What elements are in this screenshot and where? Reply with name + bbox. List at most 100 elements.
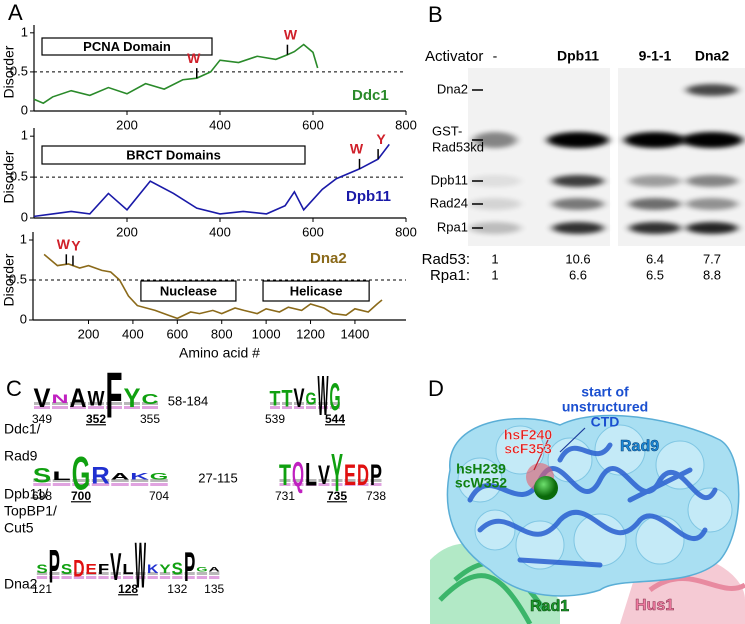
ctd-label: CTD: [591, 414, 620, 430]
logo-minor: [72, 483, 90, 486]
logo-minor: [292, 479, 304, 482]
logo-minor: [184, 576, 195, 579]
position-label: 355: [140, 412, 160, 426]
logo-letter: W: [135, 528, 146, 601]
disorder-line: [43, 253, 383, 320]
logo-minor: [344, 483, 356, 486]
series-label: Dpb11: [346, 188, 391, 205]
logo-letter: G: [196, 568, 208, 574]
quant-value: 8.8: [703, 267, 721, 282]
lane-label: 9-1-1: [639, 48, 672, 64]
logo-minor: [33, 483, 51, 486]
x-tick-label: 600: [166, 326, 188, 341]
gel-band: [473, 132, 517, 148]
x-tick-label: 400: [209, 224, 231, 239]
rad1-label: Rad1: [530, 598, 569, 615]
domain-box: [262, 280, 370, 302]
logo-row-label: Dpb11/: [4, 486, 48, 502]
quant-value: 6.5: [646, 267, 664, 282]
logo-minor: [184, 572, 195, 575]
logo-minor: [70, 402, 86, 405]
quant-value: 6.4: [646, 251, 664, 266]
position-label: 735: [327, 489, 347, 503]
x-tick-label: 1200: [296, 326, 325, 341]
logo-minor: [110, 572, 121, 575]
logo-minor: [370, 483, 382, 486]
logo-row-label: Cut5: [4, 520, 34, 536]
logo-minor: [49, 576, 60, 579]
hus1-label: Hus1: [635, 597, 674, 614]
gel-band: [469, 175, 521, 187]
logo-letter: W: [318, 364, 329, 427]
residue-label-green: scW352: [455, 475, 507, 491]
logo-letter: P: [49, 541, 60, 594]
logo-letter: A: [70, 383, 87, 413]
quant-value: 1: [491, 267, 498, 282]
position-label: 698: [32, 489, 52, 503]
logo-minor: [122, 576, 134, 579]
gel-left: [468, 68, 610, 246]
gel-band: [629, 222, 681, 234]
logo-minor: [124, 406, 140, 409]
logo-minor: [34, 406, 50, 409]
quant-value: 10.6: [565, 251, 590, 266]
gel-band: [629, 198, 681, 210]
logo-minor: [142, 402, 158, 405]
disorder-line: [33, 143, 390, 218]
logo-letter: G: [150, 471, 169, 481]
gel-band: [686, 198, 738, 210]
logo-letter: V: [294, 383, 305, 413]
logo-letter: T: [279, 459, 291, 492]
logo-letter: R: [91, 462, 110, 489]
logo-letter: Y: [331, 444, 343, 503]
y-tick-label: 0.5: [10, 63, 28, 78]
logo-minor: [86, 572, 97, 575]
logo-minor: [196, 576, 208, 579]
logo-row-label: Dna2: [4, 576, 38, 592]
logo-minor: [122, 572, 134, 575]
panel-label: C: [6, 376, 22, 401]
quant-label: Rad53:: [422, 251, 470, 268]
logo-letter: K: [147, 562, 159, 576]
logo-letter: A: [111, 471, 131, 481]
logo-minor: [110, 576, 121, 579]
x-tick-label: 800: [395, 117, 417, 132]
quant-value: 7.7: [703, 251, 721, 266]
y-axis-label: Disorder: [1, 45, 17, 98]
y-tick-label: 1: [21, 24, 28, 39]
lane-label: Dna2: [695, 48, 729, 64]
logo-letter: F: [106, 358, 123, 431]
logo-minor: [124, 402, 140, 405]
gel-band: [552, 175, 604, 187]
y-axis-label: Disorder: [1, 253, 17, 306]
lane-label: -: [493, 48, 498, 64]
y-tick-label: 0.5: [10, 169, 28, 184]
position-label: 352: [86, 412, 106, 426]
logo-letter: T: [282, 385, 293, 412]
logo-letter: N: [52, 392, 69, 406]
logo-minor: [318, 402, 328, 405]
logo-minor: [34, 402, 50, 405]
logo-minor: [135, 572, 146, 575]
position-label: 349: [32, 412, 52, 426]
logo-minor: [150, 479, 168, 482]
logo-letter: A: [209, 568, 222, 574]
domain-label: Helicase: [290, 283, 343, 298]
logo-letter: P: [184, 543, 195, 590]
domain-box: [41, 37, 213, 56]
logo-row-label: Ddc1/: [4, 421, 41, 437]
gel-band: [547, 132, 609, 148]
gel-header: Activator: [425, 48, 483, 65]
residue-label-green: hsH239: [456, 461, 506, 477]
band-label: Dna2: [437, 81, 468, 96]
logo-minor: [172, 576, 183, 579]
logo-minor: [209, 576, 220, 579]
logo-minor: [357, 483, 369, 486]
logo-minor: [73, 572, 85, 575]
gel-band: [629, 175, 681, 187]
logo-letter: P: [370, 459, 382, 492]
logo-minor: [344, 479, 356, 482]
series-label: Dna2: [310, 250, 347, 267]
logo-letter: L: [305, 456, 317, 493]
logo-minor: [135, 576, 146, 579]
